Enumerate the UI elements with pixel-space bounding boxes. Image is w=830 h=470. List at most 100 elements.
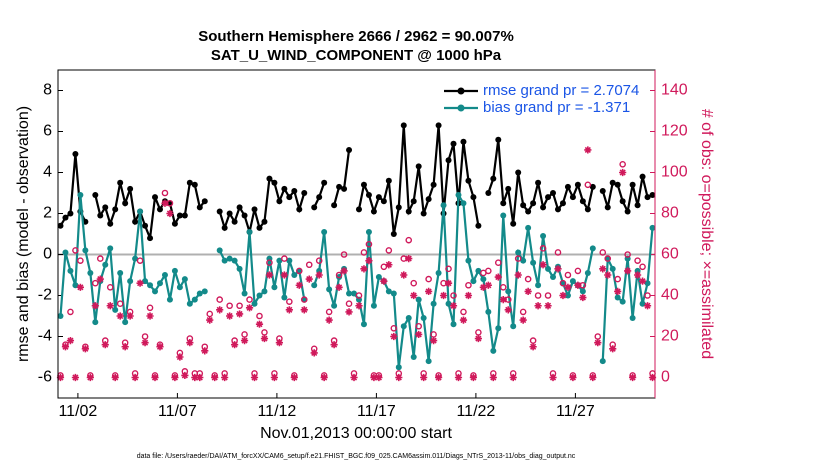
possible-obs <box>325 308 333 316</box>
y2-tick-label: 60 <box>661 246 679 263</box>
assimilated-obs <box>459 316 468 324</box>
possible-obs <box>360 249 368 256</box>
data-point <box>569 278 576 285</box>
data-point <box>291 272 298 278</box>
possible-obs <box>67 308 74 316</box>
y2-tick-label: 80 <box>661 205 679 222</box>
assimilated-obs <box>638 277 647 285</box>
data-point <box>186 300 193 307</box>
assimilated-obs <box>270 373 279 382</box>
data-point <box>480 276 487 283</box>
data-point <box>574 181 581 188</box>
data-point <box>515 249 522 256</box>
data-point <box>311 204 318 211</box>
possible-obs <box>77 257 84 264</box>
possible-obs <box>494 259 502 267</box>
data-point <box>331 202 338 209</box>
data-point <box>62 249 69 256</box>
data-point <box>520 202 527 209</box>
data-point <box>559 200 566 207</box>
assimilated-obs <box>430 337 438 345</box>
assimilated-obs <box>544 302 552 310</box>
assimilated-obs <box>61 343 70 351</box>
data-point <box>475 267 482 274</box>
data-point <box>415 163 422 170</box>
y2-tick-label: 140 <box>661 82 688 99</box>
assimilated-obs <box>146 312 154 320</box>
assimilated-obs <box>489 373 497 382</box>
data-point <box>569 194 576 201</box>
assimilated-obs <box>136 279 144 287</box>
data-point <box>365 228 372 235</box>
data-point <box>127 278 134 285</box>
data-point <box>97 212 104 219</box>
data-point <box>346 290 353 297</box>
data-point <box>395 204 402 211</box>
data-point <box>445 157 452 164</box>
assimilated-obs <box>594 339 602 347</box>
assimilated-obs <box>315 271 323 279</box>
possible-obs <box>340 251 348 258</box>
assimilated-obs <box>375 373 383 382</box>
assimilated-obs <box>355 302 363 310</box>
possible-obs <box>425 275 432 283</box>
assimilated-obs <box>141 339 149 347</box>
data-point <box>500 212 507 219</box>
x-tick-label: 11/22 <box>456 403 495 420</box>
assimilated-obs <box>614 287 622 295</box>
y-tick-label: -2 <box>38 287 52 304</box>
possible-obs <box>355 292 363 299</box>
possible-obs <box>116 300 124 308</box>
data-point <box>629 181 636 188</box>
assimilated-obs <box>235 310 244 318</box>
assimilated-obs <box>255 320 264 328</box>
data-point <box>82 247 89 254</box>
data-point <box>246 228 253 235</box>
data-point <box>161 272 168 278</box>
assimilated-obs <box>434 373 443 382</box>
data-point <box>171 220 178 227</box>
data-point <box>525 208 532 215</box>
legend-marker <box>457 87 465 95</box>
data-point <box>609 179 616 186</box>
data-point <box>430 300 437 307</box>
data-point <box>450 321 457 328</box>
assimilated-obs <box>121 343 129 351</box>
data-point <box>365 192 372 199</box>
data-point <box>395 364 402 371</box>
data-point <box>321 179 328 186</box>
possible-obs <box>410 279 418 287</box>
assimilated-obs <box>111 373 119 382</box>
possible-obs <box>485 267 492 275</box>
data-point <box>435 122 442 129</box>
possible-obs <box>599 249 607 256</box>
assimilated-obs <box>285 306 293 314</box>
data-point <box>261 218 268 225</box>
data-point <box>564 183 571 190</box>
data-point <box>455 192 462 199</box>
data-point <box>156 206 163 213</box>
data-point <box>276 257 283 264</box>
y2-tick-label: 100 <box>661 164 688 181</box>
data-point <box>425 358 432 365</box>
data-point <box>584 206 591 213</box>
assimilated-obs <box>231 341 239 349</box>
assimilated-obs <box>176 353 184 361</box>
assimilated-obs <box>265 271 274 279</box>
possible-obs <box>385 247 393 254</box>
data-point <box>67 267 74 274</box>
data-point <box>530 259 537 266</box>
assimilated-obs <box>221 373 229 382</box>
legend-label: rmse grand pr = 2.7074 <box>483 82 639 99</box>
assimilated-obs <box>633 271 642 279</box>
data-point <box>196 204 203 211</box>
possible-obs <box>415 322 422 330</box>
assimilated-obs <box>250 373 259 382</box>
data-point <box>505 185 512 192</box>
data-point <box>57 222 64 229</box>
data-point <box>545 265 552 272</box>
data-point <box>107 220 114 227</box>
data-point <box>385 177 392 184</box>
data-point <box>619 198 626 205</box>
data-point <box>117 179 124 186</box>
